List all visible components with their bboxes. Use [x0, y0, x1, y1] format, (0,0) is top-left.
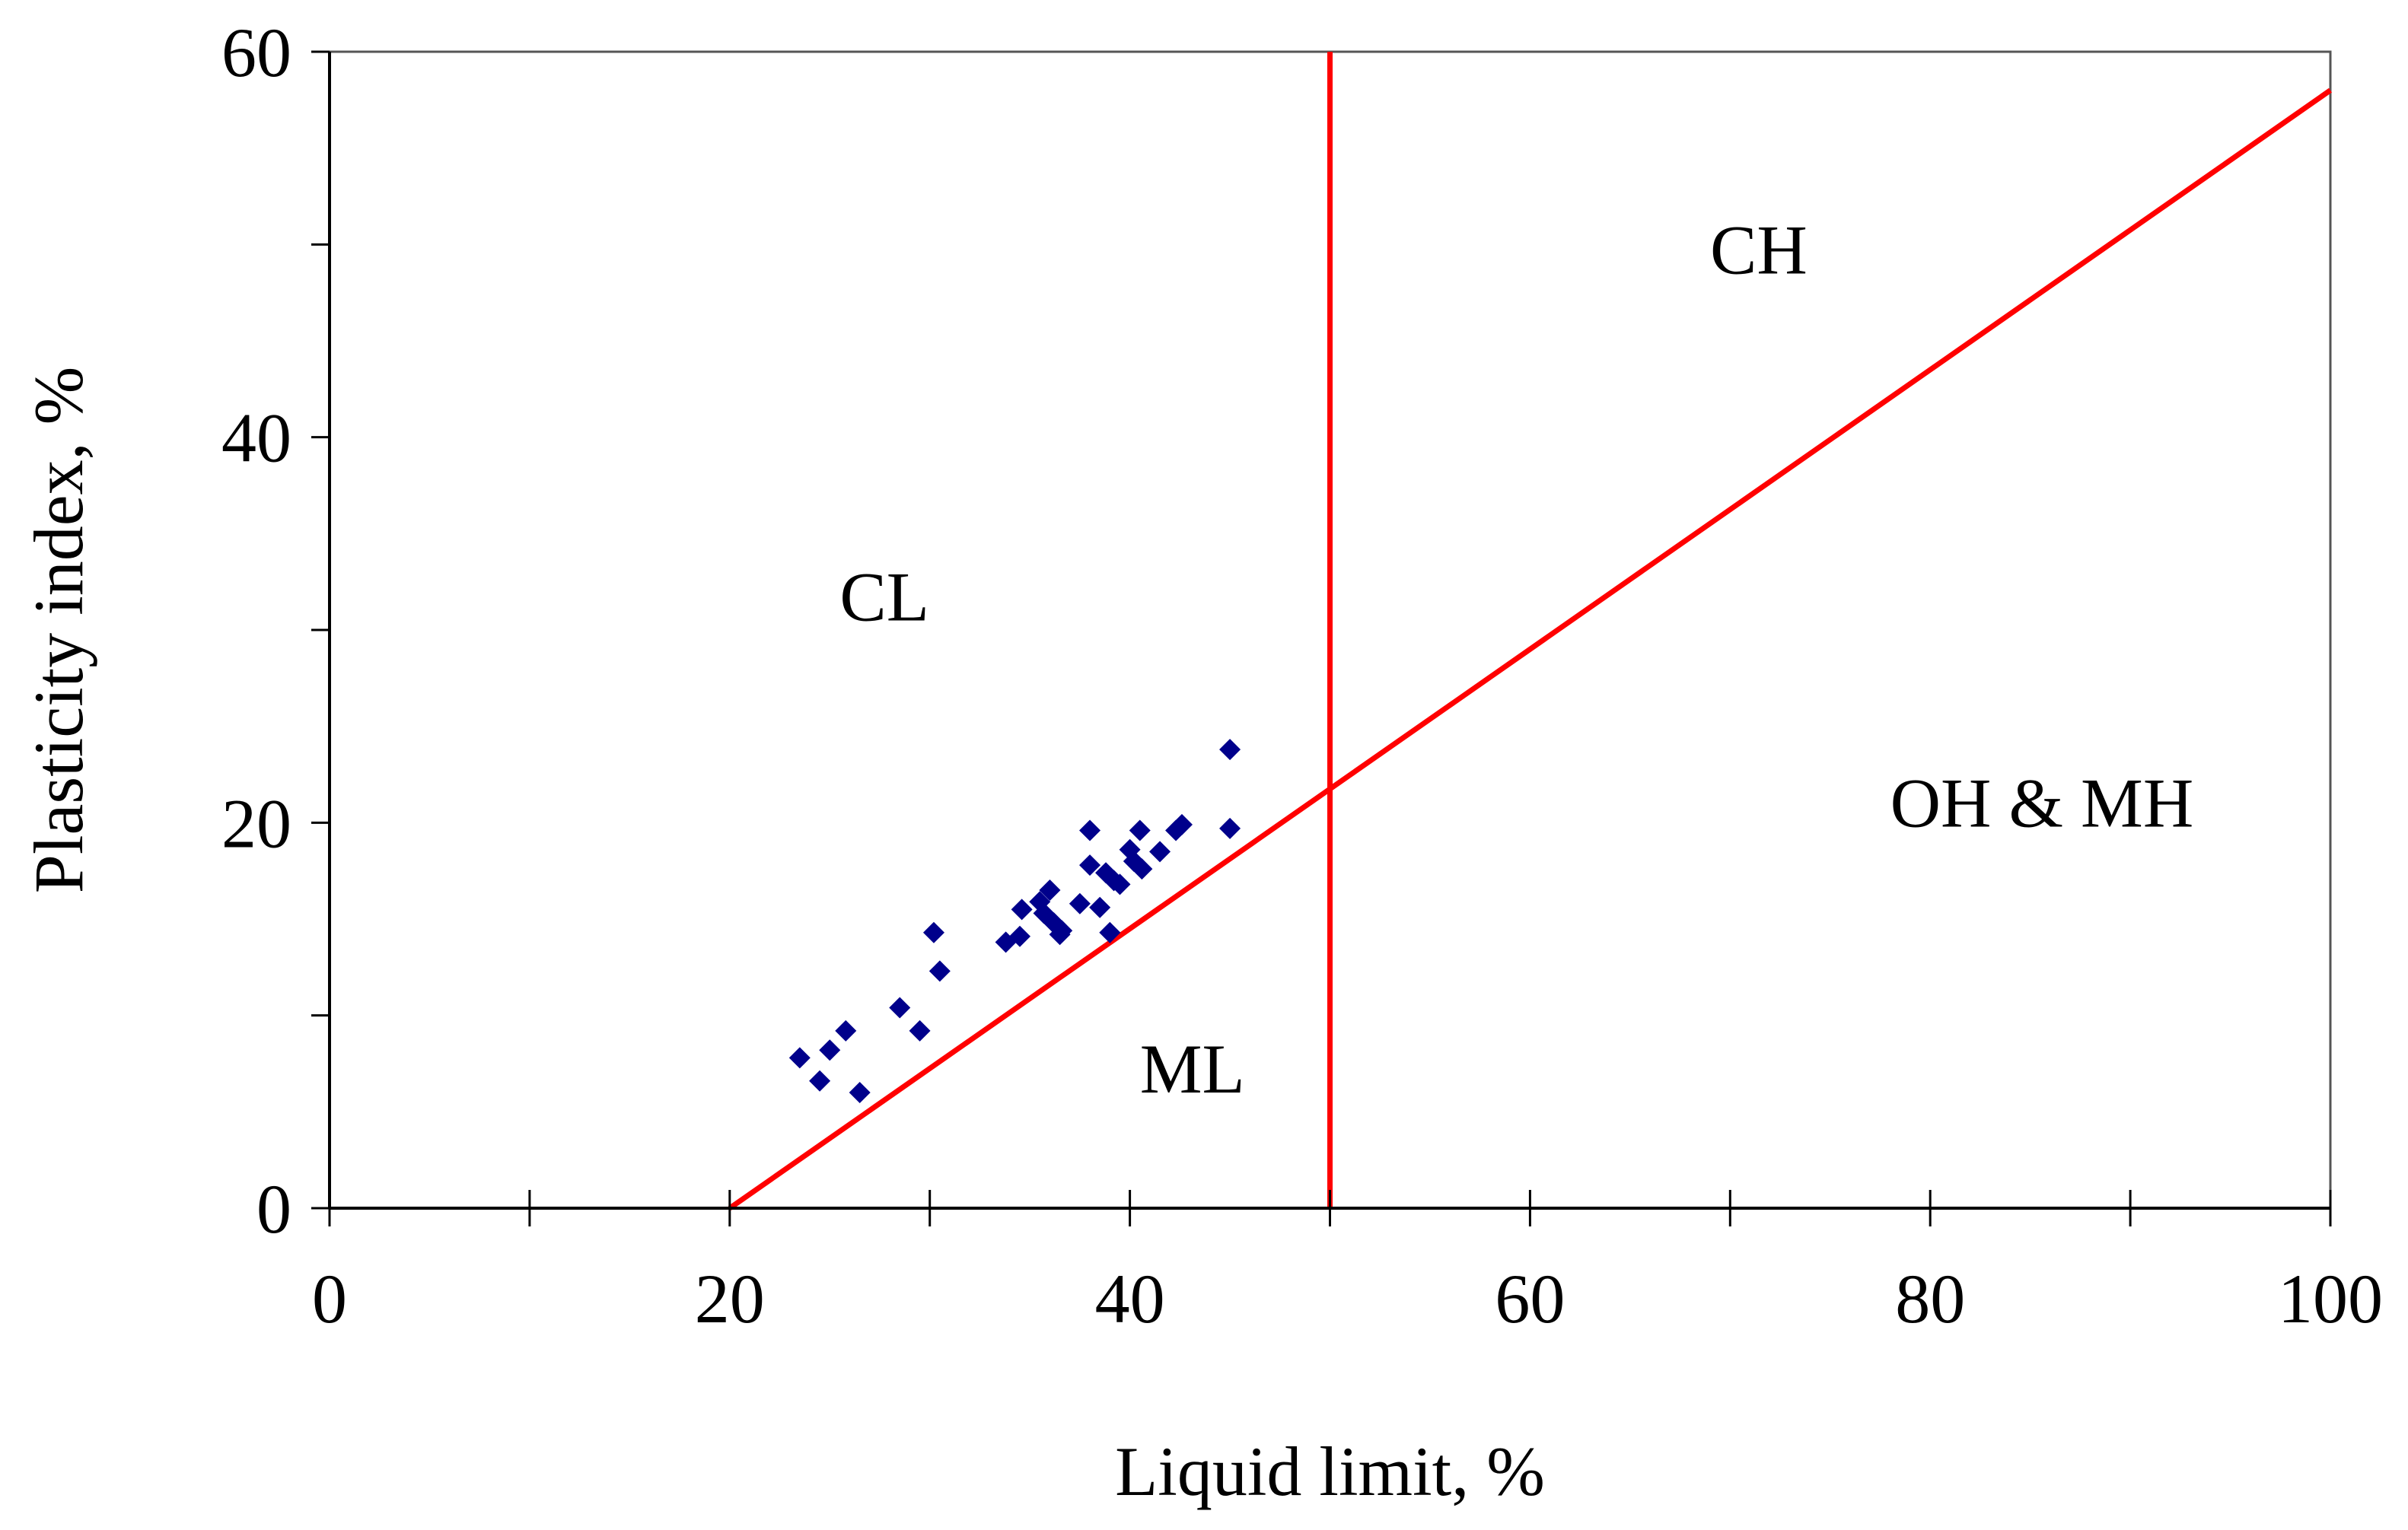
y-axis-title: Plasticity index, %	[20, 367, 97, 893]
data-point	[1099, 921, 1121, 943]
reference-line	[728, 87, 2333, 1210]
data-point	[1219, 817, 1241, 839]
region-label: ML	[1140, 1030, 1245, 1108]
x-tick-label: 100	[2278, 1260, 2383, 1338]
data-point	[909, 1019, 931, 1042]
y-tick-label: 20	[221, 784, 291, 862]
data-point	[1051, 920, 1073, 942]
data-point	[1039, 880, 1061, 901]
plot-area: CH CL OH & MH ML	[328, 50, 2333, 1210]
reference-lines	[728, 52, 2333, 1210]
data-point	[889, 997, 911, 1019]
data-point	[928, 960, 951, 982]
data-point	[1131, 858, 1153, 880]
x-axis-ticks: 0 20 40 60 80 100	[312, 1190, 2383, 1338]
x-tick-label: 60	[1495, 1260, 1565, 1338]
region-label: CH	[1710, 211, 1808, 288]
data-point	[1079, 854, 1101, 876]
data-point	[1219, 739, 1241, 761]
data-point	[809, 1070, 831, 1092]
data-points	[788, 739, 1241, 1103]
data-point	[849, 1082, 871, 1103]
y-tick-label: 60	[221, 14, 291, 91]
region-label: OH & MH	[1890, 764, 2194, 841]
data-point	[788, 1047, 811, 1069]
x-tick-label: 40	[1095, 1260, 1165, 1338]
x-axis-title: Liquid limit, %	[1115, 1433, 1545, 1510]
data-point	[1171, 813, 1193, 835]
y-axis-ticks: 0 20 40 60	[221, 14, 330, 1248]
x-tick-label: 0	[312, 1260, 347, 1338]
data-point	[1079, 819, 1101, 841]
data-point	[835, 1019, 857, 1042]
data-point	[922, 921, 944, 943]
data-point	[1149, 841, 1171, 863]
x-tick-label: 80	[1895, 1260, 1965, 1338]
data-point	[819, 1039, 841, 1061]
y-tick-label: 0	[256, 1170, 291, 1248]
region-labels: CH CL OH & MH ML	[839, 211, 2193, 1108]
region-label: CL	[839, 558, 929, 635]
axes: 0 20 40 60 80 100 0 20 40 60	[221, 14, 2383, 1338]
data-point	[1109, 873, 1131, 895]
data-point	[1011, 899, 1033, 921]
data-point	[1129, 819, 1151, 841]
y-tick-label: 40	[221, 399, 291, 477]
x-tick-label: 20	[695, 1260, 765, 1338]
data-point	[1089, 896, 1111, 918]
data-point	[1009, 925, 1031, 947]
data-point	[1069, 892, 1091, 915]
